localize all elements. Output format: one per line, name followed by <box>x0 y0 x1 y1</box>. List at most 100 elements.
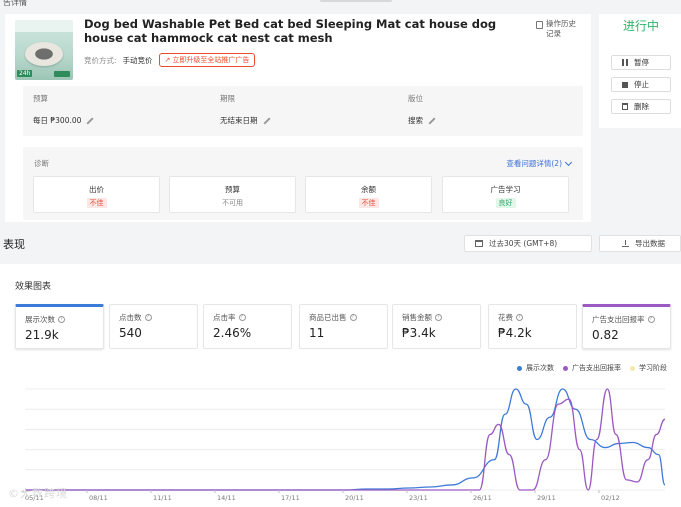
upgrade-button[interactable]: ↗ 立即升级至全站推广广告 <box>158 53 256 67</box>
metric-value: 0.82 <box>592 328 619 342</box>
help-icon[interactable]: ? <box>516 314 523 321</box>
legend-label: 展示次数 <box>526 364 554 372</box>
metric-card-roas[interactable]: 广告支出回报率? 0.82 <box>582 304 671 349</box>
pet-bed-image <box>25 42 63 66</box>
ad-status-text: 进行中 <box>623 19 660 33</box>
x-tick-label: 05/11 <box>25 494 44 502</box>
period-field: 期限 无结束日期 <box>220 93 270 126</box>
diagnosis-card-label: 预算 <box>225 185 240 194</box>
help-icon[interactable]: ? <box>144 314 152 321</box>
operation-history-link[interactable]: 操作历史记录 <box>536 19 582 39</box>
diagnosis-card-ad-learning[interactable]: 广告学习 良好 <box>442 176 569 213</box>
legend-dot-icon <box>563 365 568 371</box>
performance-chart-card: 效果图表 展示次数? 21.9k 点击数? 540 点击率? 2.46% 商品已… <box>0 264 681 507</box>
x-tick-label: 14/11 <box>217 494 236 502</box>
metric-card-items-sold[interactable]: 商品已出售? 11 <box>299 304 388 349</box>
metric-value: ₱4.2k <box>498 326 532 340</box>
chevron-down-icon <box>564 158 573 166</box>
watermark: ©大数跨境 <box>8 487 68 500</box>
trash-icon <box>622 103 628 110</box>
chart-gridlines <box>25 388 665 491</box>
metric-card-impressions[interactable]: 展示次数? 21.9k <box>15 304 104 349</box>
metric-label: 点击数 <box>119 313 142 322</box>
product-thumbnail[interactable]: 24h <box>15 20 73 80</box>
help-icon[interactable]: ? <box>238 314 246 321</box>
export-data-button[interactable]: 导出数据 <box>599 235 681 252</box>
metric-card-clicks[interactable]: 点击数? 540 <box>109 304 198 349</box>
view-issue-details-link[interactable]: 查看问题详情(2) <box>506 158 573 169</box>
x-tick-label: 17/11 <box>281 494 300 502</box>
date-range-picker[interactable]: 过去30天 (GMT+8) <box>464 235 592 252</box>
roas-series-line <box>25 388 666 491</box>
period-value: 无结束日期 <box>220 116 258 125</box>
diagnosis-card-label: 出价 <box>89 185 104 194</box>
delete-button-label: 删除 <box>634 102 649 111</box>
metric-label: 销售金额 <box>402 313 432 322</box>
help-icon[interactable]: ? <box>349 314 357 321</box>
metric-label: 展示次数 <box>25 315 55 324</box>
legend-item-roas[interactable]: 广告支出回报率 <box>563 363 621 373</box>
diagnosis-card-label: 余额 <box>361 185 376 194</box>
chart-title: 效果图表 <box>15 282 52 292</box>
metric-label: 花费 <box>498 313 513 322</box>
legend-label: 广告支出回报率 <box>572 364 621 372</box>
view-issue-details-label: 查看问题详情(2) <box>506 159 562 168</box>
legend-dot-icon <box>517 365 522 371</box>
status-badge: 良好 <box>495 198 516 208</box>
date-range-label: 过去30天 (GMT+8) <box>489 239 558 248</box>
diagnosis-card-bid[interactable]: 出价 不佳 <box>33 176 160 213</box>
document-icon <box>536 21 543 29</box>
metric-label: 商品已出售 <box>309 313 347 322</box>
diagnosis-box: 诊断 查看问题详情(2) 出价 不佳 预算 不可用 余额 不佳 广告学习 良好 <box>23 147 583 220</box>
metric-card-spend[interactable]: 花费? ₱4.2k <box>488 304 577 349</box>
metric-label: 广告支出回报率 <box>592 315 645 324</box>
performance-line-chart[interactable]: 05/11 08/11 11/11 14/11 17/11 20/11 23/11 26/11… <box>0 264 681 507</box>
edit-period-icon[interactable] <box>262 117 270 125</box>
stop-icon <box>622 81 628 88</box>
metric-value: 2.46% <box>213 326 252 340</box>
metric-value: 21.9k <box>25 328 59 342</box>
breadcrumb: 告详情 <box>3 0 27 7</box>
metric-label: 点击率 <box>213 313 236 322</box>
top-tab-indicator <box>320 0 392 2</box>
calendar-icon <box>475 240 483 247</box>
chart-legend: 展示次数 广告支出回报率 学习阶段 <box>517 363 667 373</box>
help-icon[interactable]: ? <box>435 314 442 321</box>
edit-budget-icon[interactable] <box>85 117 93 125</box>
delete-button[interactable]: 删除 <box>611 99 671 114</box>
help-icon[interactable]: ? <box>58 316 65 323</box>
bid-method-label: 竞价方式: <box>84 55 117 65</box>
status-badge: 不佳 <box>86 198 107 208</box>
legend-dot-icon <box>630 365 635 371</box>
bid-method-row: 竞价方式: 手动竞价 ↗ 立即升级至全站推广广告 <box>84 53 256 67</box>
metric-card-ctr[interactable]: 点击率? 2.46% <box>203 304 292 349</box>
edit-placement-icon[interactable] <box>427 117 435 125</box>
product-title[interactable]: Dog bed Washable Pet Bed cat bed Sleepin… <box>84 17 497 45</box>
x-tick-label: 08/11 <box>89 494 108 502</box>
metric-card-sales[interactable]: 销售金额? ₱3.4k <box>392 304 481 349</box>
budget-label: 预算 <box>33 94 48 103</box>
metric-value: ₱3.4k <box>402 326 436 340</box>
stop-button[interactable]: 停止 <box>611 77 671 92</box>
chart-x-axis: 05/11 08/11 11/11 14/11 17/11 20/11 23/11 26/11… <box>22 490 620 502</box>
help-icon[interactable]: ? <box>647 316 655 323</box>
legend-item-impressions[interactable]: 展示次数 <box>517 363 554 373</box>
pause-button[interactable]: 暂停 <box>611 55 671 70</box>
upgrade-button-label: 立即升级至全站推广广告 <box>172 56 250 64</box>
diagnosis-card-balance[interactable]: 余额 不佳 <box>305 176 432 213</box>
impressions-series-line <box>25 388 666 491</box>
top-bar: 告详情 <box>0 0 681 14</box>
legend-item-learning[interactable]: 学习阶段 <box>630 363 667 373</box>
export-data-label: 导出数据 <box>635 239 665 248</box>
ad-summary-card: 24h Dog bed Washable Pet Bed cat bed Sle… <box>5 14 591 222</box>
placement-field: 版位 搜索 <box>408 93 435 126</box>
legend-label: 学习阶段 <box>639 364 667 372</box>
x-tick-label: 11/11 <box>153 494 172 502</box>
period-label: 期限 <box>220 94 235 103</box>
pause-icon <box>622 59 628 66</box>
diagnosis-card-budget[interactable]: 预算 不可用 <box>169 176 296 213</box>
x-tick-label: 02/12 <box>601 494 620 502</box>
x-tick-label: 20/11 <box>345 494 364 502</box>
bid-method-value: 手动竞价 <box>122 55 153 65</box>
performance-section-title: 表现 <box>3 238 25 251</box>
